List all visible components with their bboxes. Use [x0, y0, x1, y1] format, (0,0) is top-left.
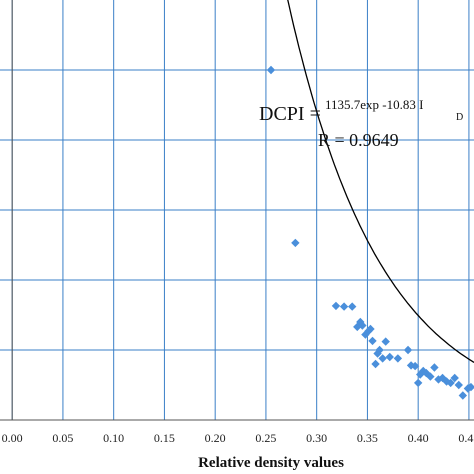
data-point [291, 238, 300, 248]
data-point [458, 391, 468, 400]
data-point [385, 352, 394, 362]
x-tick-label: 0.40 [408, 431, 429, 445]
data-point [381, 337, 390, 346]
equation-lhs: DCPI = [259, 103, 321, 125]
x-axis-title: Relative density values [198, 455, 344, 471]
data-point [371, 359, 380, 369]
data-point [266, 65, 276, 75]
equation-subscript: D [456, 112, 463, 123]
x-tick-label: 0.20 [205, 431, 226, 445]
data-point [403, 345, 413, 355]
data-point [348, 302, 357, 311]
data-points [266, 65, 474, 400]
x-tick-label: 0.00 [2, 431, 23, 445]
data-point [378, 354, 387, 363]
data-point [393, 354, 403, 363]
data-point [450, 373, 459, 383]
axes [0, 0, 474, 421]
data-point [430, 363, 439, 372]
x-tick-label: 0.05 [52, 431, 73, 445]
data-point [366, 324, 375, 334]
x-tick-labels: 0.00 0.05 0.10 0.15 0.20 0.25 0.30 0.35 0.40 0.45 [2, 431, 474, 445]
equation-rhs: 1135.7exp -10.83 I [325, 97, 423, 112]
data-point [454, 380, 463, 390]
x-tick-label: 0.25 [255, 431, 276, 445]
data-point [466, 382, 474, 392]
data-point [446, 378, 455, 388]
x-tick-label: 0.15 [154, 431, 175, 445]
x-tick-label: 0.10 [103, 431, 124, 445]
equation-annotation: DCPI = 1135.7exp -10.83 I D R = 0.9649 [259, 97, 463, 150]
data-point [331, 301, 341, 311]
x-tick-label: 0.30 [306, 431, 327, 445]
data-point [410, 361, 420, 371]
data-point [339, 302, 349, 311]
r-value-label: R = 0.9649 [318, 130, 399, 150]
exponential-trendline [287, 0, 474, 363]
data-point [426, 372, 435, 381]
x-tick-label: 0.45 [458, 431, 474, 445]
data-point [375, 345, 384, 355]
data-point [413, 378, 423, 388]
x-tick-label: 0.35 [357, 431, 378, 445]
data-point [358, 321, 367, 330]
data-point [368, 336, 377, 346]
grid-lines [0, 0, 474, 420]
